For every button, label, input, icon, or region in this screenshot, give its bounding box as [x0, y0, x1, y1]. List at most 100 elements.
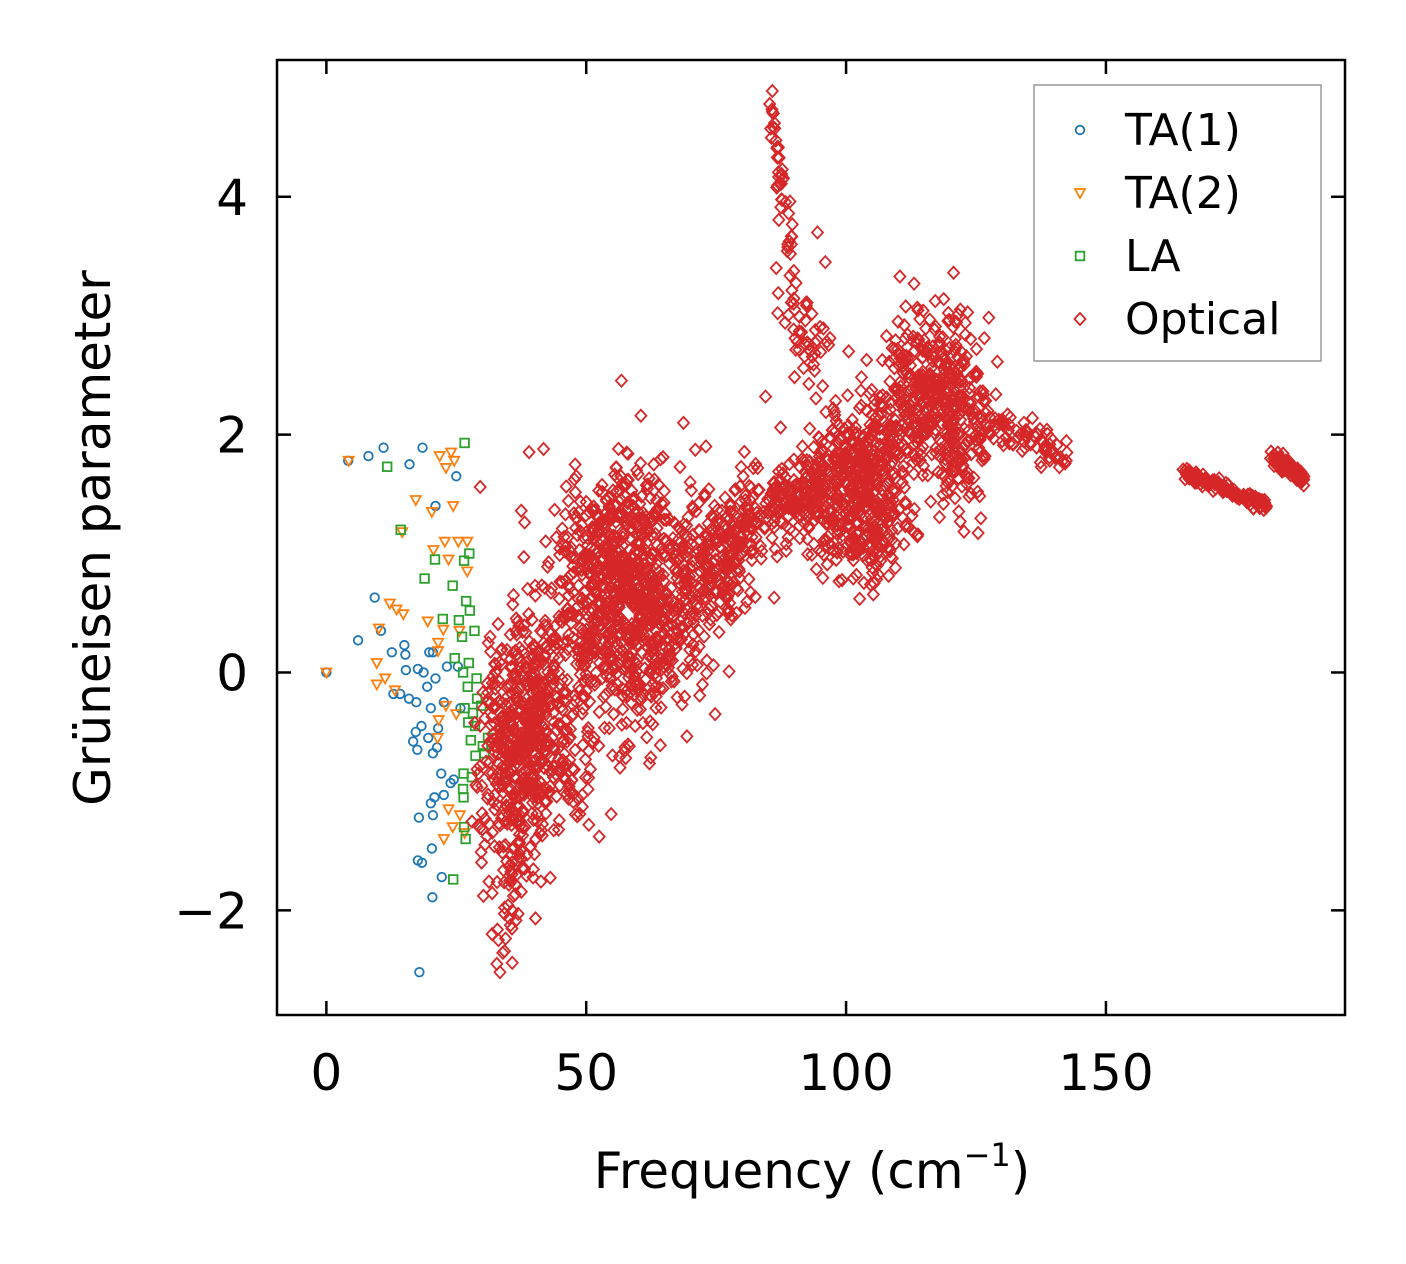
point-optical [676, 415, 691, 431]
point-optical [852, 523, 866, 539]
point-la [437, 613, 448, 625]
point-optical [635, 521, 650, 536]
point-optical [536, 653, 550, 669]
point-optical [1023, 437, 1038, 452]
point-optical [552, 650, 566, 666]
point-optical [849, 516, 863, 532]
point-optical [546, 705, 561, 721]
point-optical [745, 529, 759, 545]
point-optical [501, 898, 515, 913]
point-optical [798, 493, 813, 509]
point-optical [718, 518, 733, 534]
point-optical [613, 483, 627, 498]
point-optical [863, 495, 877, 510]
point-optical [782, 489, 797, 505]
point-optical [639, 477, 654, 493]
series-optical [465, 83, 1311, 980]
point-optical [567, 471, 582, 487]
point-optical [953, 302, 968, 317]
point-optical [820, 334, 834, 350]
point-optical [692, 522, 706, 538]
point-optical [692, 543, 706, 559]
point-optical [508, 877, 523, 892]
point-optical [792, 323, 806, 339]
point-optical [881, 487, 896, 503]
point-optical [623, 649, 637, 665]
point-optical [609, 460, 623, 476]
point-optical [662, 647, 677, 663]
point-optical [852, 503, 867, 518]
point-optical [748, 456, 763, 472]
point-optical [707, 511, 721, 526]
point-optical [587, 543, 601, 558]
point-optical [830, 435, 845, 451]
point-optical [809, 505, 824, 521]
x-tick-label: 50 [554, 1044, 618, 1102]
point-optical [656, 449, 670, 465]
point-optical [934, 377, 949, 392]
point-optical [744, 538, 758, 553]
point-optical [581, 743, 596, 759]
point-optical [631, 683, 646, 699]
point-optical [556, 537, 571, 553]
point-optical [570, 643, 585, 658]
point-optical [508, 786, 523, 802]
point-optical [503, 627, 517, 642]
point-optical [685, 590, 699, 605]
point-optical [617, 743, 632, 759]
point-optical [526, 760, 540, 776]
point-optical [561, 493, 576, 509]
point-ta-1 [423, 732, 434, 744]
point-optical [960, 476, 974, 492]
point-optical [575, 596, 590, 611]
point-optical [645, 546, 660, 562]
point-optical [608, 682, 622, 697]
point-optical [868, 483, 882, 499]
point-optical [566, 706, 580, 722]
point-la [460, 833, 471, 845]
series-ta-2 [319, 447, 474, 846]
point-optical [754, 508, 769, 523]
point-optical [640, 729, 654, 745]
point-optical [721, 548, 735, 563]
point-optical [939, 456, 953, 472]
point-optical [842, 546, 857, 562]
point-optical [734, 538, 749, 554]
point-optical [1059, 453, 1074, 468]
point-optical [639, 535, 654, 551]
point-optical [703, 612, 718, 627]
point-optical [520, 676, 534, 692]
point-optical [787, 263, 801, 279]
point-optical [696, 582, 711, 598]
point-optical [760, 505, 775, 520]
point-optical [500, 642, 514, 658]
point-optical [1277, 463, 1291, 478]
point-optical [992, 416, 1006, 432]
point-optical [771, 285, 785, 301]
point-optical [809, 391, 823, 406]
point-optical [795, 439, 810, 454]
point-optical [644, 750, 658, 765]
point-optical [939, 357, 953, 373]
point-optical [465, 814, 479, 829]
point-optical [854, 483, 869, 499]
point-optical [525, 650, 540, 666]
point-optical [721, 512, 736, 528]
point-optical [651, 615, 666, 631]
point-optical [787, 472, 801, 488]
point-optical [721, 545, 736, 560]
point-la [470, 750, 481, 761]
point-optical [751, 482, 765, 498]
point-optical [605, 556, 620, 571]
point-optical [581, 552, 596, 568]
point-optical [534, 785, 548, 801]
point-optical [591, 543, 605, 559]
point-optical [519, 625, 533, 640]
point-optical [802, 376, 816, 392]
point-optical [830, 533, 844, 549]
point-optical [986, 431, 1001, 446]
x-tick-label: 0 [310, 1044, 342, 1102]
point-la [464, 548, 475, 559]
point-optical [578, 770, 593, 785]
point-optical [630, 566, 645, 582]
